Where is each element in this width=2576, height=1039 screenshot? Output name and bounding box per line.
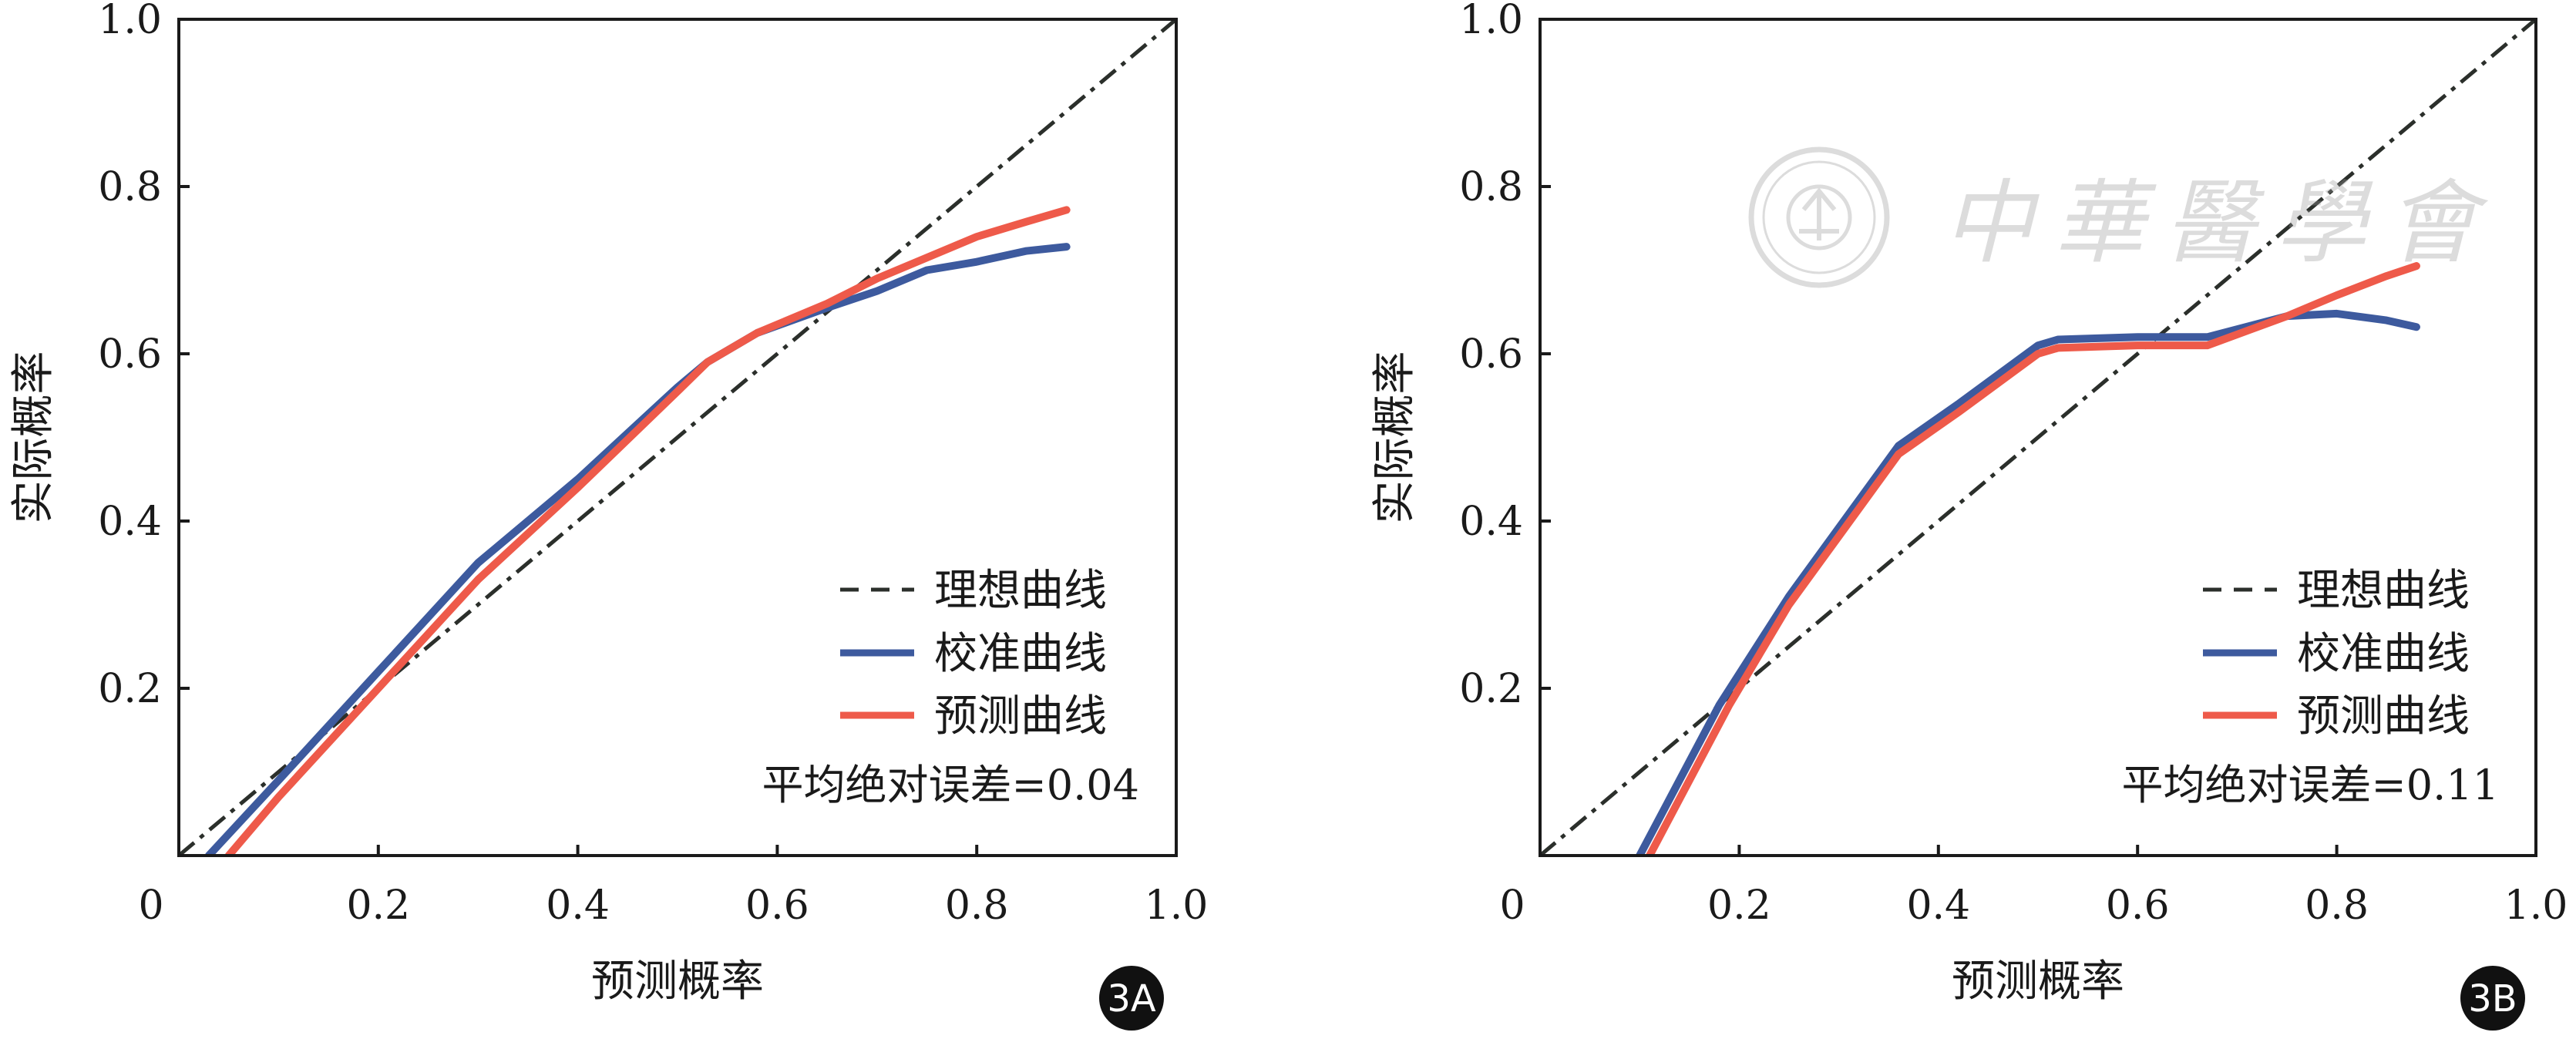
series-line-prediction xyxy=(224,206,1071,856)
series-line-ideal xyxy=(1540,19,2536,856)
y-tick-label: 0.6 xyxy=(1459,331,1523,378)
x-tick-label: 0.6 xyxy=(2106,883,2170,929)
y-tick-label: 0.6 xyxy=(98,331,162,378)
y-axis-title: 实际概率 xyxy=(8,351,59,524)
legend-label: 校准曲线 xyxy=(934,629,1107,679)
x-tick-label: 0.2 xyxy=(346,883,410,929)
plot-frame xyxy=(177,18,1178,857)
mae-annotation: 平均绝对误差=0.04 xyxy=(762,761,1139,809)
y-tick-label: 1.0 xyxy=(1459,0,1523,43)
watermark-seal-icon xyxy=(1748,146,1890,288)
series-line-prediction xyxy=(1646,262,2420,856)
panel-badge: 3B xyxy=(2460,966,2525,1031)
x-axis-title: 预测概率 xyxy=(1952,957,2124,1007)
x-tick-label: 0.4 xyxy=(1906,883,1970,929)
y-tick-label: 0.4 xyxy=(98,499,162,545)
x-tick-label: 1.0 xyxy=(1145,883,1209,929)
mae-annotation: 平均绝对误差=0.11 xyxy=(2122,761,2499,809)
x-tick-label: 1.0 xyxy=(2504,883,2568,929)
legend-label: 预测曲线 xyxy=(2297,691,2470,741)
y-tick-label: 0.8 xyxy=(1459,164,1523,210)
x-tick-label: 0.8 xyxy=(945,883,1009,929)
panel-3b: 0 0.2 0.4 0.6 0.8 1.0 0.2 0.4 0.6 0.8 1.0 预测概率 实际概率理… xyxy=(1370,0,2568,1031)
y-axis-title: 实际概率 xyxy=(1370,351,1420,524)
x-tick-label: 0.6 xyxy=(745,883,809,929)
x-tick-label: 0 xyxy=(1499,883,1525,929)
y-tick-label: 0.2 xyxy=(1459,666,1523,712)
panel-3a: 0 0.2 0.4 0.6 0.8 1.0 0.2 0.4 0.6 0.8 1.0 预测概率 实际概率理… xyxy=(8,0,1208,1031)
plot-area xyxy=(1540,19,2536,856)
plot-area xyxy=(179,19,1176,856)
legend-label: 校准曲线 xyxy=(2297,629,2470,679)
x-tick-label: 0.8 xyxy=(2305,883,2369,929)
watermark-text: 中華醫學會 xyxy=(1942,170,2497,276)
y-tick-label: 1.0 xyxy=(98,0,162,43)
plot-frame xyxy=(1539,18,2537,857)
x-tick-label: 0.4 xyxy=(546,883,610,929)
panel-badge-label: 3A xyxy=(1107,977,1156,1021)
series-line-calibration xyxy=(1636,309,2420,856)
watermark: 中華醫學會 xyxy=(1748,146,2497,288)
x-axis-title: 预测概率 xyxy=(591,957,764,1007)
y-tick-label: 0.2 xyxy=(98,666,162,712)
y-tick-label: 0.8 xyxy=(98,164,162,210)
legend-label: 理想曲线 xyxy=(2297,566,2470,616)
legend-label: 理想曲线 xyxy=(934,566,1107,616)
legend-label: 预测曲线 xyxy=(934,691,1107,741)
panel-badge: 3A xyxy=(1099,966,1164,1031)
x-tick-label: 0.2 xyxy=(1707,883,1771,929)
y-tick-label: 0.4 xyxy=(1459,499,1523,545)
x-tick-label: 0 xyxy=(138,883,163,929)
series-line-ideal xyxy=(179,19,1176,856)
panel-badge-label: 3B xyxy=(2468,977,2517,1021)
